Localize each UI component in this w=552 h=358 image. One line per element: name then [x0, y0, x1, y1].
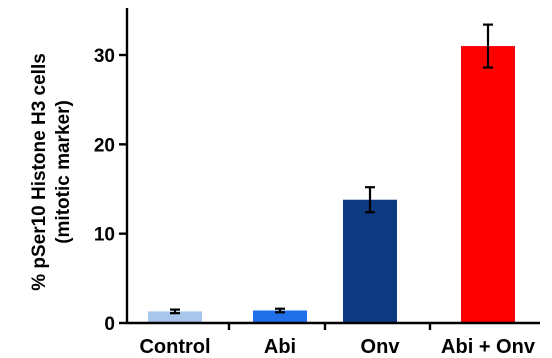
y-axis-subtitle: (mitotic marker) — [53, 100, 74, 244]
axes-layer — [125, 8, 540, 325]
y-tick-label-20: 20 — [94, 135, 115, 156]
y-axis-title: % pSer10 Histone H3 cells — [29, 53, 50, 291]
bar-onv — [343, 199, 397, 323]
y-axis-title-group: % pSer10 Histone H3 cells (mitotic marke… — [29, 53, 74, 291]
y-ticks-layer: 0 10 20 30 — [94, 46, 127, 335]
x-ticks-layer: Control Abi Onv Abi + Onv — [139, 323, 536, 358]
bar-control — [148, 311, 202, 323]
bar-abi — [253, 310, 307, 323]
y-tick-label-0: 0 — [104, 314, 115, 335]
bar-abi-onv — [461, 46, 515, 324]
x-tick-label-abi: Abi — [264, 336, 296, 358]
x-tick-label-control: Control — [139, 336, 210, 358]
bars-layer — [148, 46, 515, 324]
error-bars-layer — [170, 23, 493, 315]
y-tick-label-10: 10 — [94, 225, 115, 246]
y-tick-label-30: 30 — [94, 46, 115, 67]
x-tick-label-onv: Onv — [361, 336, 401, 358]
x-tick-label-abi-onv: Abi + Onv — [441, 336, 536, 358]
